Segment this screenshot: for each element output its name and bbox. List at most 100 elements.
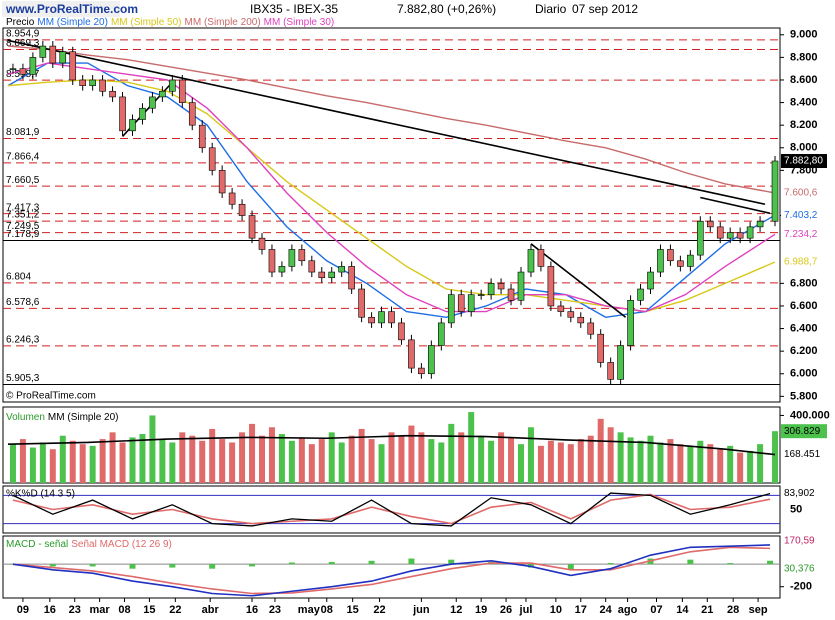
x-tick-label: 17 [575,604,587,616]
y-tick-label: 5.800 [790,390,818,402]
volume-bar [109,432,116,483]
volume-bar [557,442,564,483]
legend-item: MM (Simple 20) [48,412,119,423]
candle [159,90,166,98]
macd-hist [209,564,216,569]
volume-bar [338,442,345,483]
candle [706,220,714,228]
candle [358,288,365,318]
candle [79,79,86,86]
volume-bar [627,437,634,483]
volume-bar [468,412,475,483]
volume-bar [358,428,365,483]
level-label: 5.905,3 [6,373,40,384]
candle [577,316,585,324]
candle [268,249,276,273]
level-label: 6.804 [6,272,31,283]
x-tick-label: 15 [143,604,155,616]
candle [497,283,505,290]
candle [179,79,186,103]
x-tick-label: 07 [650,604,662,616]
volume-bar [249,423,256,483]
macd-line [12,544,771,597]
candle [298,249,306,262]
candle [19,68,27,75]
value-box [781,424,827,439]
volume-bar [298,437,305,483]
candle [29,57,37,75]
candle [188,102,196,126]
moving-average [7,62,776,313]
candle [338,266,345,273]
stoch-legend: %K%D (14 3 5) [6,489,75,500]
volume-bar [139,434,146,483]
volume-bar [49,449,56,483]
candle [99,79,106,92]
candle [617,345,624,380]
volume-bar [189,435,196,483]
y-tick-label: 8.600 [790,74,818,86]
candle [637,288,644,301]
volume-bar [239,432,246,483]
volume-legend: Volumen MM (Simple 20) [6,412,119,423]
candle [169,79,176,92]
candle [697,220,704,256]
x-tick-label: 19 [475,604,487,616]
volume-bar [697,440,704,483]
volume-bar [149,415,156,483]
y-tick-label: 8.200 [790,119,818,131]
value-box [781,208,827,223]
volume-bar [757,444,764,483]
volume-bar [19,439,26,483]
x-tick-label: 22 [169,604,181,616]
stoch-frame [2,485,781,534]
y-tick-label: 9.000 [790,29,818,41]
candle [547,266,555,307]
volume-bar [9,444,16,483]
level-label: 7.249,5 [6,221,40,232]
volume-bar [488,440,495,483]
level-label: 8.081,9 [6,127,40,138]
x-tick-label: 08 [118,604,130,616]
macd-hist [328,561,335,565]
x-tick-label: mar [90,604,111,616]
macd-hist [249,564,256,567]
value-box-label: 170,59 [784,536,815,547]
candle [388,311,395,324]
legend-item: Precio [6,17,35,28]
x-tick-label: sep [749,604,768,616]
volume-bar [587,435,594,483]
date: 07 sep 2012 [572,2,638,16]
macd-hist [288,562,295,565]
value-box-label: 7.234,2 [784,229,818,240]
volume-bar [388,432,395,483]
macd-legend: MACD - señal Señal MACD (12 26 9) [6,539,172,550]
moving-average [7,45,776,194]
logo-box [2,1,120,17]
volume-bar [657,442,664,483]
candle [89,79,96,86]
candle [716,226,724,239]
candle [527,249,535,273]
x-tick-label: 22 [373,604,385,616]
candle [677,260,684,267]
candle [328,271,336,279]
candle [318,271,326,279]
candle [149,96,156,109]
y-tick-label: 8.800 [790,51,818,63]
candle [438,322,445,346]
x-tick-label: abr [202,604,220,616]
y-tick-label: 8.000 [790,142,818,154]
candle [59,51,67,64]
x-tick-label: 10 [550,604,562,616]
macd-hist [687,559,694,565]
volume-bar [179,432,186,483]
trendline [530,243,627,318]
volume-bar [398,435,405,483]
candle [507,288,515,301]
trendline [7,39,766,206]
volume-bar [597,418,604,483]
volume-bar [408,425,415,483]
candle [109,90,116,98]
